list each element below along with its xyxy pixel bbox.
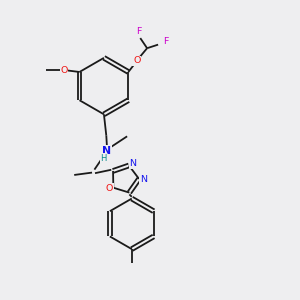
Text: O: O (106, 184, 113, 193)
Text: N: N (140, 175, 147, 184)
Text: O: O (133, 56, 140, 65)
Text: F: F (163, 37, 168, 46)
Text: O: O (60, 66, 68, 75)
Text: F: F (136, 27, 142, 36)
Text: H: H (100, 154, 106, 163)
Text: N: N (130, 160, 136, 169)
Text: N: N (102, 146, 112, 156)
